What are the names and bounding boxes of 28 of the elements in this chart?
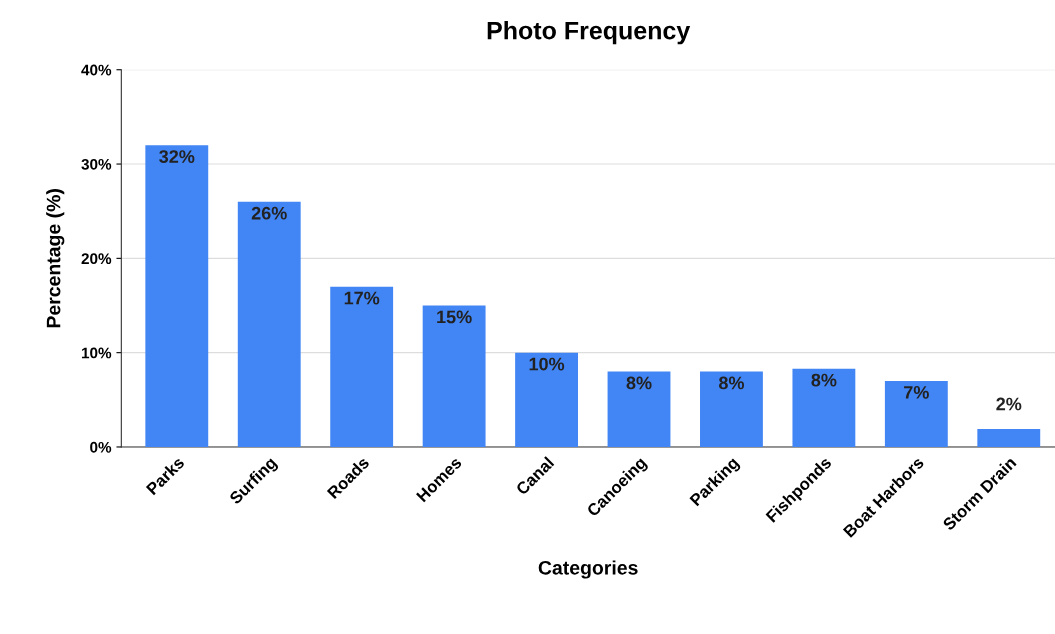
- data-label: 15%: [437, 310, 472, 324]
- data-label: 8%: [811, 373, 837, 387]
- bar: [607, 371, 671, 447]
- data-label: 32%: [159, 150, 195, 163]
- bar: [977, 429, 1041, 447]
- chart-title: Photo Frequency: [487, 21, 691, 45]
- x-axis-title: Categories: [538, 560, 638, 579]
- bar: [422, 305, 486, 447]
- data-label: 7%: [904, 386, 929, 399]
- y-tick-label: 30%: [81, 158, 112, 170]
- bar: [515, 352, 578, 447]
- bar: [237, 201, 301, 447]
- bar: [330, 286, 394, 447]
- data-label: 2%: [996, 397, 1022, 411]
- y-tick-label: 40%: [81, 64, 112, 76]
- data-label: 26%: [251, 206, 287, 220]
- y-axis-title: Percentage (%): [46, 189, 65, 328]
- data-label: 8%: [626, 376, 652, 390]
- data-label: 17%: [344, 291, 380, 305]
- bar: [792, 368, 856, 447]
- bar: [700, 371, 763, 447]
- y-tick-label: 0%: [90, 441, 112, 453]
- data-label: 10%: [529, 357, 565, 371]
- y-tick-label: 10%: [81, 347, 112, 359]
- bar: [145, 145, 209, 447]
- data-label: 8%: [718, 376, 745, 390]
- bar: [884, 380, 948, 447]
- y-tick-label: 20%: [81, 253, 112, 265]
